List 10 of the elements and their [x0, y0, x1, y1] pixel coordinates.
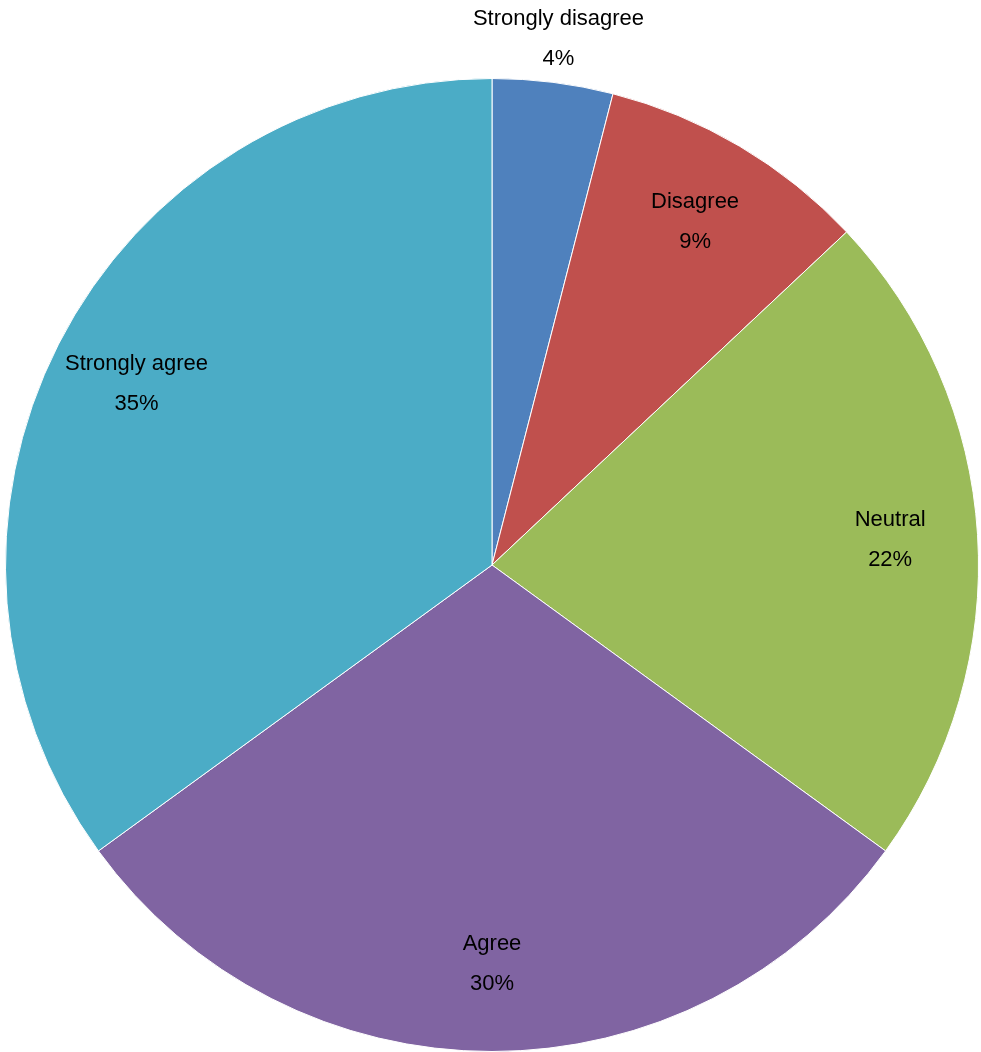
slice-label: Neutral: [854, 506, 926, 532]
data-label: 22%: [868, 546, 913, 572]
data-label: 4%: [542, 44, 575, 70]
data-label: 35%: [114, 389, 159, 415]
slice-label: Strongly agree: [65, 349, 209, 375]
slice-label: Agree: [462, 929, 522, 955]
slice-label: Strongly disagree: [472, 4, 645, 30]
slice-label: Disagree: [651, 187, 740, 213]
data-label: 9%: [679, 227, 711, 253]
data-label: 30%: [469, 969, 515, 995]
